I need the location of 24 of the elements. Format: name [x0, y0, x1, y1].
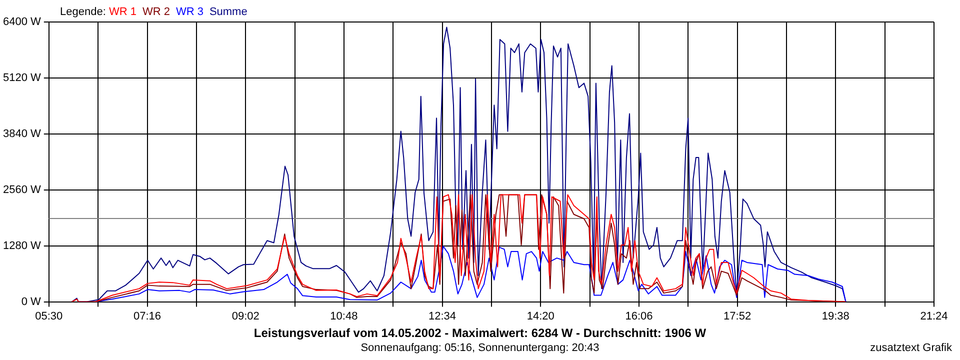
x-tick-label: 12:34 — [428, 310, 456, 322]
x-tick-label: 21:24 — [920, 310, 948, 322]
x-tick-label: 07:16 — [133, 310, 162, 322]
x-tick-label: 16:06 — [625, 310, 653, 322]
y-tick-label: 6400 W — [2, 16, 42, 28]
text: WR 1 — [108, 6, 136, 18]
text: WR 2 — [142, 6, 170, 18]
text: Summe — [209, 6, 248, 18]
text: WR 3 — [176, 6, 204, 18]
x-tick-label: 14:20 — [526, 310, 554, 322]
x-tick-label: 17:52 — [724, 310, 752, 322]
text: Leistungsverlauf vom 14.05.2002 - Maximalwert: 6284 W - Durchschnitt: 1906 W — [252, 326, 708, 340]
x-tick-label: 05:30 — [35, 310, 63, 322]
y-tick-label: 5120 W — [2, 72, 42, 84]
x-tick-label: 10:48 — [330, 310, 358, 322]
y-tick-label: 0 W — [21, 296, 42, 308]
text: zusatztext Grafik — [870, 342, 952, 354]
legend-title: Legende: — [60, 6, 107, 18]
text: Sonnenaufgang: 05:16, Sonnenuntergang: 20:43 — [360, 342, 600, 354]
x-tick-label: 19:38 — [822, 310, 850, 322]
y-tick-label: 1280 W — [2, 240, 42, 252]
y-tick-label: 3840 W — [2, 128, 42, 140]
y-tick-label: 2560 W — [2, 184, 42, 196]
x-tick-label: 09:02 — [232, 310, 260, 322]
